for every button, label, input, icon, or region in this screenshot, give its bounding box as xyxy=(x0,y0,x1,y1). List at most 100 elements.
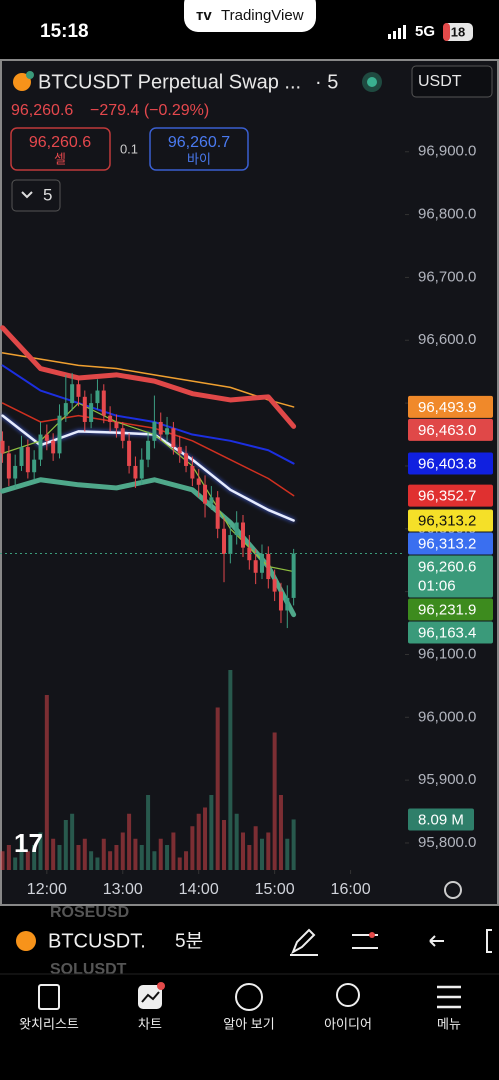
chevron xyxy=(21,191,33,199)
spread: 0.1 xyxy=(120,141,138,156)
candle-body xyxy=(203,484,208,504)
volume-bar xyxy=(278,795,283,870)
volume-bar xyxy=(25,851,30,870)
interval-button[interactable]: 5분 xyxy=(175,931,203,952)
price-label-box xyxy=(408,418,493,441)
indicator-toggle[interactable] xyxy=(11,179,61,212)
candle-body xyxy=(44,434,49,441)
price-label: 96,313.2 xyxy=(418,535,476,552)
candle-body xyxy=(38,434,43,460)
volume-bar xyxy=(241,832,245,870)
coin-icon xyxy=(16,931,36,951)
volume-bar xyxy=(44,695,49,870)
fullscreen-icon[interactable] xyxy=(486,929,492,953)
volume-bar xyxy=(259,838,264,870)
x-tick-label: 15:00 xyxy=(255,881,295,898)
candle-body xyxy=(139,459,144,479)
price-label-box xyxy=(408,484,493,507)
candle-body xyxy=(190,465,195,479)
candle-body xyxy=(6,453,11,479)
y-tick-label: 96,100.0 xyxy=(418,645,476,662)
price-label: 96,163.4 xyxy=(418,624,476,641)
sell-button[interactable] xyxy=(10,127,111,171)
volume-bar xyxy=(70,813,75,870)
volume-bar xyxy=(184,851,189,870)
candle-body xyxy=(57,415,62,454)
candle-body xyxy=(247,547,252,561)
candle-body xyxy=(165,428,170,435)
volume-bar xyxy=(32,845,37,870)
tab-label[interactable]: 알아 보기 xyxy=(223,1016,274,1031)
watchlist-icon[interactable] xyxy=(38,984,60,1010)
candle-body xyxy=(19,447,24,466)
volume-bar xyxy=(222,820,227,870)
candle-body xyxy=(152,421,157,441)
price-label: 96,352.7 xyxy=(418,488,476,505)
candle-body xyxy=(241,522,245,548)
volume-bar xyxy=(101,838,106,870)
currency: USDT xyxy=(418,73,462,90)
tab-label[interactable]: 메뉴 xyxy=(437,1016,461,1031)
candle-body xyxy=(196,478,201,485)
exchange-badge xyxy=(26,71,34,79)
volume-bar xyxy=(19,838,24,870)
volume-bar xyxy=(38,832,43,870)
volume-bar xyxy=(196,813,201,870)
menu-icon[interactable] xyxy=(437,985,461,1009)
candle-body xyxy=(146,440,151,460)
ideas-icon[interactable] xyxy=(336,983,360,1007)
price-label-box xyxy=(408,555,493,598)
settings-icon[interactable] xyxy=(444,881,462,899)
candle-body xyxy=(272,579,277,592)
network: 5G xyxy=(415,23,435,40)
volume-bar xyxy=(108,851,113,870)
buy-button[interactable] xyxy=(149,127,249,171)
volume-bar xyxy=(114,845,119,870)
candle-body xyxy=(0,440,5,454)
tab-label[interactable]: 왓치리스트 xyxy=(19,1016,79,1031)
currency-box[interactable] xyxy=(411,65,493,98)
candle-body xyxy=(278,591,283,611)
banner-title: TradingView xyxy=(221,7,304,24)
tab-label[interactable]: 차트 xyxy=(138,1016,162,1031)
chart-dot xyxy=(157,982,165,990)
symbol[interactable]: BTCUSDT. xyxy=(48,930,146,952)
volume-bar xyxy=(285,838,290,870)
volume-bar xyxy=(57,845,62,870)
undo-icon[interactable] xyxy=(429,935,444,947)
ma-line xyxy=(0,325,297,429)
explore-icon[interactable] xyxy=(235,983,263,1011)
volume-bar xyxy=(253,826,258,870)
candle-body xyxy=(177,447,182,454)
tab-label[interactable]: 아이디어 xyxy=(324,1016,372,1031)
banner-pill[interactable] xyxy=(184,0,316,32)
candle-body xyxy=(95,390,100,404)
volume-bar xyxy=(272,732,277,870)
volume-bar xyxy=(133,838,138,870)
chart: 95,800.095,900.096,000.096,100.096,200.0… xyxy=(0,143,493,898)
candle-body xyxy=(120,428,125,441)
candle-body xyxy=(234,522,239,536)
chart-icon-line xyxy=(141,991,160,1003)
candle-body xyxy=(63,403,68,416)
candle-body xyxy=(253,560,258,573)
price-change: −279.4 (−0.29%) xyxy=(90,102,209,119)
candle-body xyxy=(51,440,56,454)
signal-icon xyxy=(388,25,406,39)
volume-bar xyxy=(209,795,214,870)
volume-bar xyxy=(63,820,68,870)
interval[interactable]: · 5 xyxy=(315,71,338,93)
candle-body xyxy=(89,403,94,422)
volume-bar xyxy=(152,851,157,870)
volume-bar xyxy=(89,851,94,870)
y-tick-label: 96,600.0 xyxy=(418,331,476,348)
symbol-title[interactable]: BTCUSDT Perpetual Swap ... xyxy=(38,71,301,93)
price-label-box xyxy=(408,598,493,621)
draw-icon[interactable] xyxy=(290,928,318,956)
candle-body xyxy=(133,465,138,479)
candle-body xyxy=(171,428,176,448)
volume-bar xyxy=(76,845,81,870)
volume-bar xyxy=(146,795,151,870)
volume-bar xyxy=(158,838,163,870)
